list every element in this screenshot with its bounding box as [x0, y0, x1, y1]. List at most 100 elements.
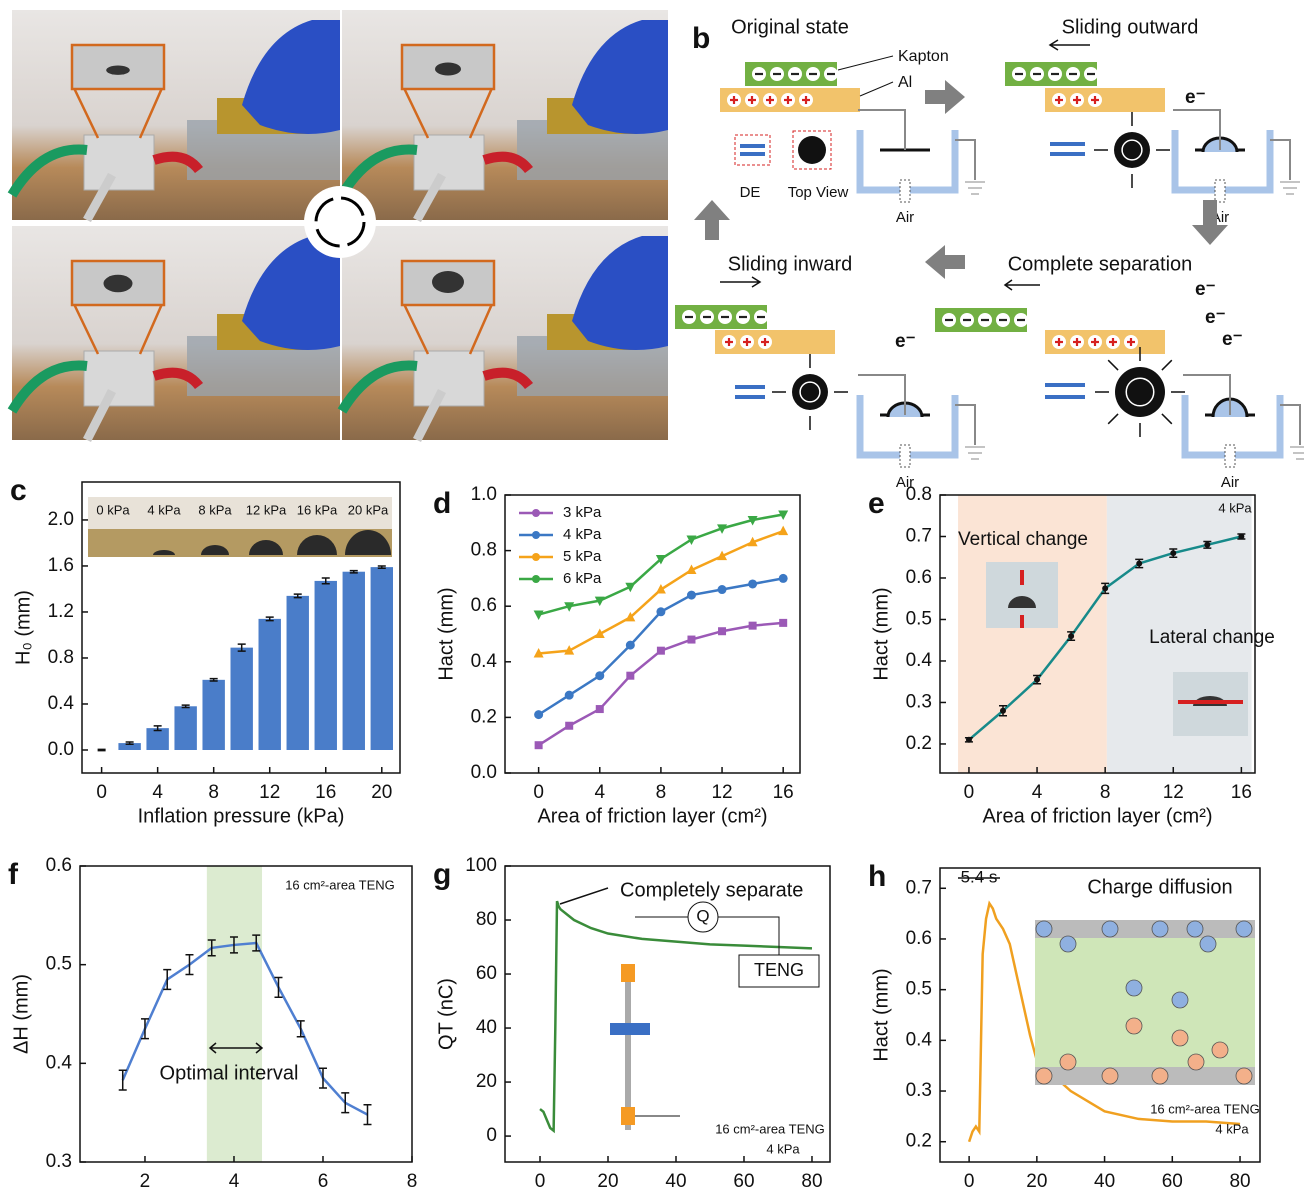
diagram-label: e⁻ [1222, 329, 1243, 350]
y-tick-label: 0.6 [471, 595, 497, 616]
legend-label: 5 kPa [563, 548, 602, 565]
marker [778, 573, 788, 583]
hole [1235, 1067, 1253, 1085]
diagram-label: Air [896, 474, 914, 491]
glove [572, 20, 668, 134]
marker [965, 736, 972, 743]
error-bar [252, 934, 261, 952]
annotation: Lateral change [1149, 627, 1275, 648]
wire [635, 916, 780, 1117]
panel-label: c [10, 474, 27, 507]
image-label: 0 kPa [96, 502, 130, 517]
marker [595, 705, 604, 714]
green-clip [7, 144, 88, 198]
y-tick-label: 2.0 [48, 509, 74, 530]
inset-lines [402, 303, 494, 355]
droplet [103, 274, 133, 293]
diagram-label: Air [1221, 474, 1239, 491]
error-bar [318, 1067, 327, 1089]
diagram-label: e⁻ [1205, 307, 1226, 328]
marker [717, 585, 727, 595]
electron [1199, 935, 1217, 953]
error-bar [185, 954, 194, 976]
bar [258, 618, 281, 750]
bar [118, 743, 141, 750]
bar [202, 679, 225, 750]
flow-arrow [925, 80, 965, 114]
droplet [106, 65, 130, 75]
y-tick-label: 0.4 [48, 693, 75, 714]
marker [594, 596, 605, 607]
wire [1173, 109, 1291, 180]
droplet [1008, 596, 1036, 608]
diagram-label: Complete separation [1008, 253, 1193, 275]
y-tick-label: 0.6 [906, 567, 932, 588]
marker [1034, 676, 1041, 683]
y-axis-label: Hact (mm) [870, 587, 892, 680]
plot-frame [939, 494, 1256, 774]
annotation: 16 cm²-area TENG [1150, 1101, 1260, 1116]
marker [686, 535, 697, 545]
y-tick-label: 40 [476, 1017, 497, 1038]
y-tick-label: 0.7 [906, 526, 932, 547]
wire [858, 374, 976, 445]
marker [625, 640, 635, 650]
diagram-label: e⁻ [895, 331, 916, 352]
top-view [1114, 132, 1150, 168]
image-label: 20 kPa [348, 502, 389, 517]
y-tick-label: 60 [476, 963, 497, 984]
droplet [153, 550, 175, 555]
droplet [297, 535, 337, 555]
y-tick-label: 0.8 [906, 484, 932, 505]
x-axis-label: Inflation pressure (kPa) [138, 805, 345, 827]
y-tick-label: 0.4 [46, 1052, 73, 1073]
bar [286, 595, 309, 750]
inset-lines [72, 87, 164, 139]
pointer [837, 55, 894, 97]
marker [1238, 533, 1245, 540]
y-tick-label: 0.5 [906, 979, 932, 1000]
annotation: 4 kPa [1215, 1121, 1249, 1136]
green-clip [7, 360, 88, 414]
electron [1035, 920, 1053, 938]
y-tick-label: 0.7 [906, 877, 932, 898]
y-tick-label: 0.6 [46, 855, 72, 876]
x-tick-label: 60 [733, 1171, 754, 1192]
annotation: 16 cm²-area TENG [715, 1121, 825, 1136]
error-bar [377, 565, 386, 570]
air-inlet [1224, 444, 1236, 468]
diagram-label: e⁻ [1185, 87, 1206, 108]
y-tick-label: 0.4 [906, 650, 933, 671]
annotation: 4 kPa [1218, 500, 1252, 515]
marker [655, 554, 666, 565]
annotation: TENG [754, 960, 804, 980]
y-axis-label: H₀ (mm) [12, 590, 34, 665]
device [83, 134, 155, 191]
de-film [610, 1023, 650, 1035]
annotation: Optimal interval [160, 1062, 299, 1084]
red-clip [482, 367, 533, 390]
x-tick-label: 80 [801, 1171, 822, 1192]
x-tick-label: 0 [535, 1171, 546, 1192]
marker [564, 690, 574, 700]
marker [1204, 541, 1211, 548]
x-tick-label: 8 [1100, 782, 1111, 803]
inset [70, 259, 166, 307]
error-bar [296, 1020, 305, 1038]
top-view-ring [1121, 139, 1143, 161]
annotation: 4 kPa [766, 1141, 800, 1156]
hole [1101, 1067, 1119, 1085]
electrode-bottom [621, 1107, 635, 1125]
x-tick-label: 20 [371, 782, 392, 803]
x-axis-label: Area of friction layer (cm²) [537, 805, 767, 827]
electron [1235, 920, 1253, 938]
marker [534, 710, 544, 720]
diagram-label: DE [740, 184, 761, 201]
marker [778, 510, 789, 520]
x-tick-label: 60 [1162, 1171, 1183, 1192]
plot-frame [939, 867, 1261, 1163]
tube [83, 172, 116, 223]
marker [687, 635, 696, 644]
shaded-region [206, 866, 263, 1162]
error-bar [265, 616, 274, 622]
